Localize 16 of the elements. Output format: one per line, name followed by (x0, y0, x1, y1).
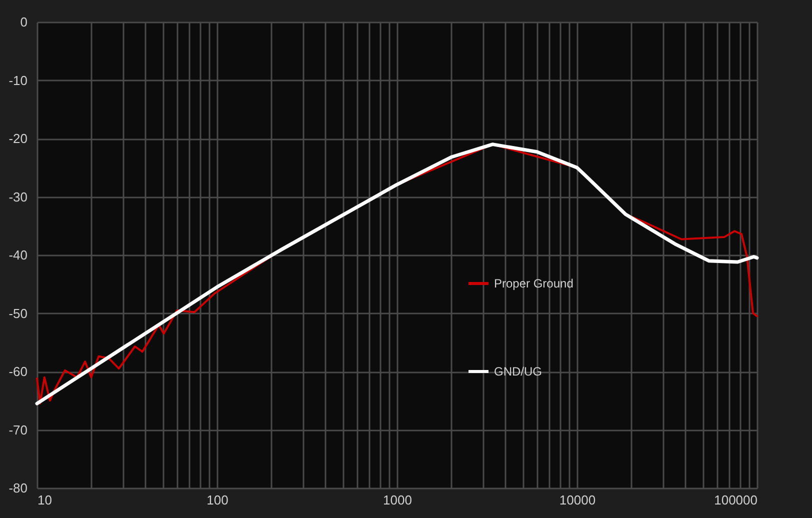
y-tick-label: -30 (8, 189, 28, 204)
y-tick-label: -10 (8, 72, 28, 88)
y-tick-label: 0 (20, 14, 28, 30)
y-tick-label: -70 (8, 422, 28, 438)
y-tick-label: -20 (8, 131, 28, 146)
x-tick-label: 10000 (559, 492, 596, 508)
y-tick-label: -60 (8, 364, 28, 379)
legend-label: GND/UG (494, 364, 542, 378)
x-tick-label: 100 (206, 492, 228, 508)
y-tick-label: -50 (8, 306, 28, 321)
x-tick-label: 10 (38, 492, 52, 508)
x-tick-label: 1000 (383, 492, 412, 508)
y-tick-label: -40 (8, 248, 28, 262)
y-tick-label: -80 (8, 480, 28, 496)
legend-label: Proper Ground (494, 276, 574, 290)
x-tick-label: 100000 (714, 492, 758, 508)
